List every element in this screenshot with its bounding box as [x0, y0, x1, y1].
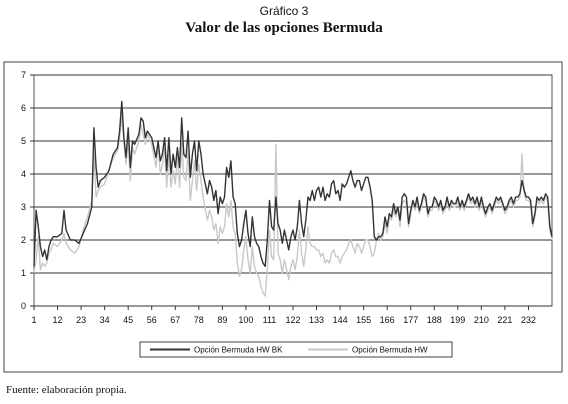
- x-tick-label: 100: [238, 315, 253, 325]
- legend-box: [139, 341, 453, 358]
- x-tick-label: 78: [194, 315, 204, 325]
- y-tick-label: 1: [21, 268, 26, 278]
- x-tick-label: 166: [380, 315, 395, 325]
- y-tick-label: 0: [21, 301, 26, 311]
- x-tick-label: 122: [285, 315, 300, 325]
- chart-border: [3, 61, 563, 373]
- x-tick-label: 67: [170, 315, 180, 325]
- x-tick-label: 89: [217, 315, 227, 325]
- x-tick-label: 111: [263, 315, 277, 325]
- legend: Opción Bermuda HW BK Opción Bermuda HW: [139, 341, 453, 358]
- x-tick-label: 155: [356, 315, 371, 325]
- legend-label: Opción Bermuda HW BK: [194, 346, 283, 355]
- x-tick-label: 210: [474, 315, 489, 325]
- x-tick-label: 177: [403, 315, 418, 325]
- series-lines: [33, 100, 553, 297]
- y-tick-label: 5: [21, 136, 26, 146]
- x-tick-label: 56: [147, 315, 157, 325]
- y-tick-label: 2: [21, 235, 26, 245]
- x-tick-label: 199: [450, 315, 465, 325]
- series-line: [33, 117, 553, 297]
- y-tick-label: 3: [21, 202, 26, 212]
- x-tick-label: 188: [427, 315, 442, 325]
- legend-label: Opción Bermuda HW: [352, 346, 428, 355]
- y-tick-label: 7: [21, 70, 26, 80]
- x-tick-label: 1: [31, 315, 36, 325]
- x-tick-label: 45: [123, 315, 133, 325]
- x-tick-label: 12: [53, 315, 63, 325]
- x-tick-label: 232: [521, 315, 536, 325]
- x-tick-label: 133: [309, 315, 324, 325]
- y-tick-label: 4: [21, 169, 26, 179]
- source-note: Fuente: elaboración propia.: [6, 384, 127, 396]
- chart-title: Valor de las opciones Bermuda: [185, 20, 383, 36]
- plot-area: [33, 74, 553, 307]
- series-line: [33, 100, 553, 268]
- x-tick-label: 23: [76, 315, 86, 325]
- x-tick-label: 221: [497, 315, 512, 325]
- y-tick-label: 6: [21, 103, 26, 113]
- x-tick-label: 34: [100, 315, 110, 325]
- chart-label: Gráfico 3: [259, 4, 309, 18]
- x-tick-label: 144: [333, 315, 348, 325]
